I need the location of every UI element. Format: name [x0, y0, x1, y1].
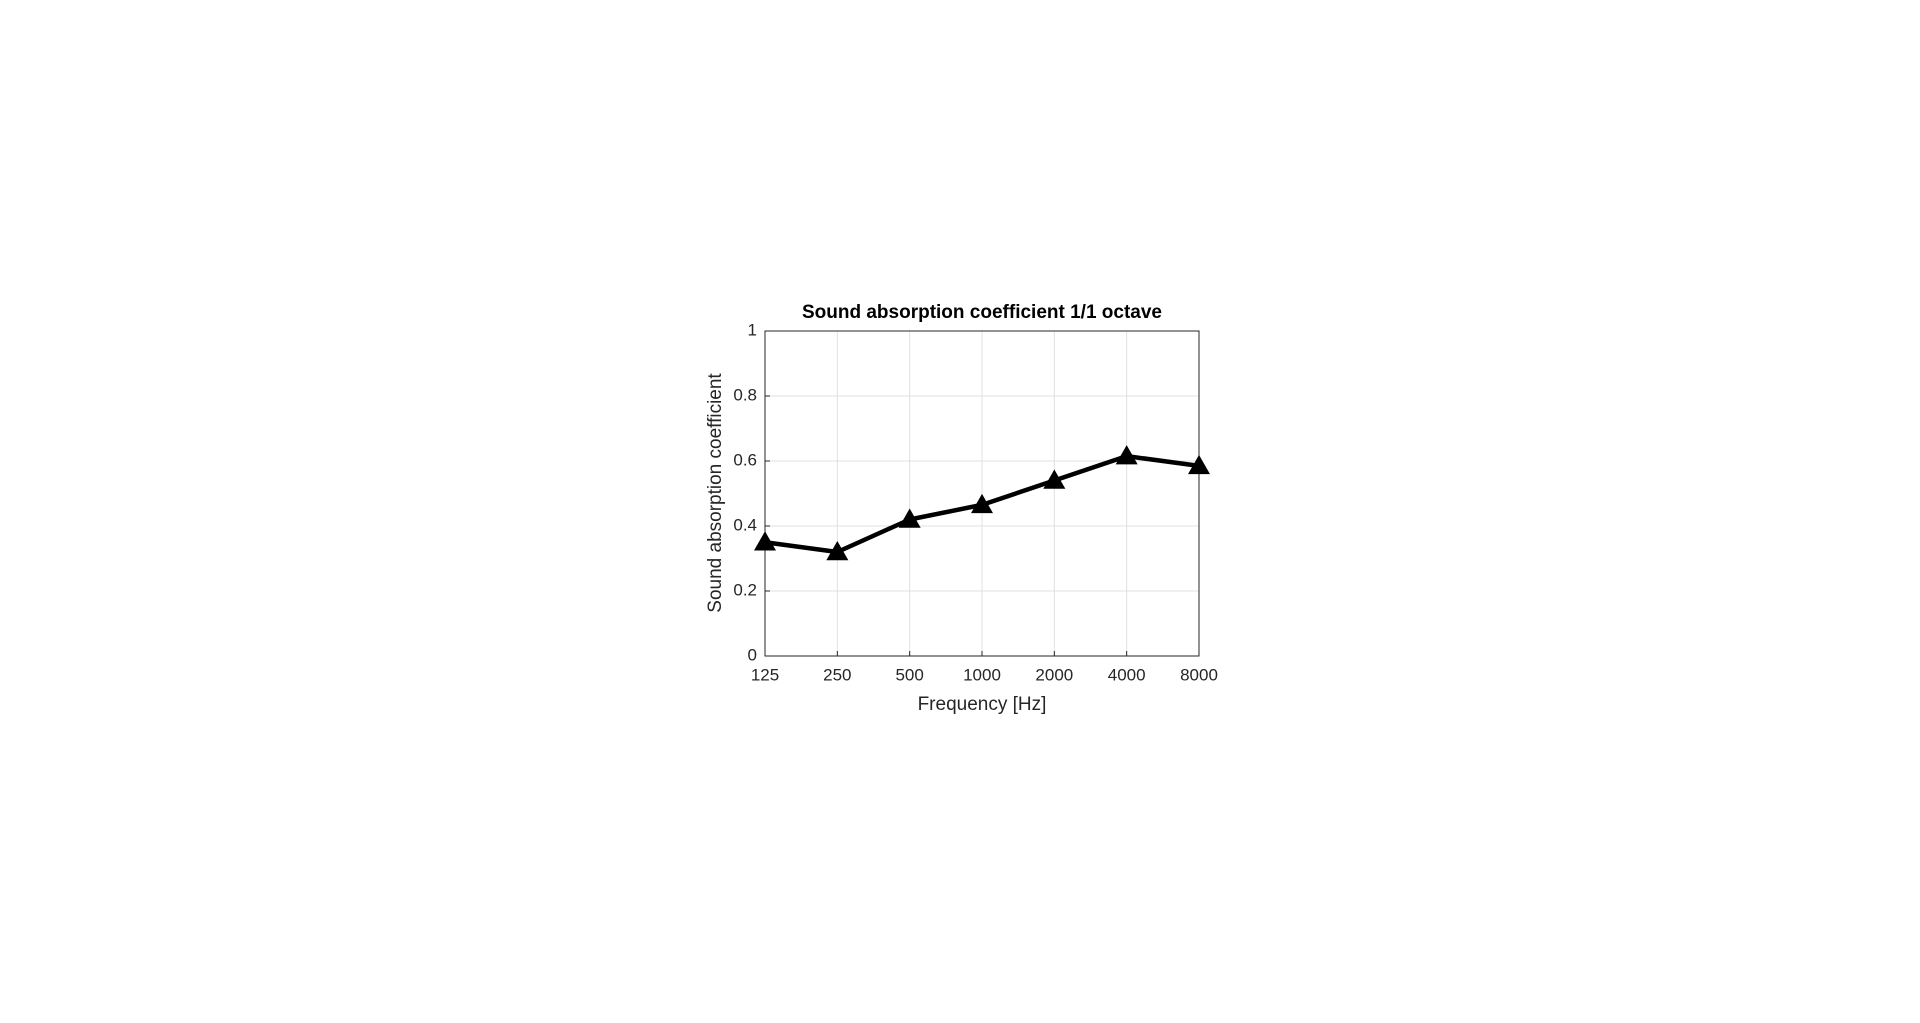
marker [1043, 469, 1066, 489]
x-tick-label: 4000 [1108, 665, 1146, 684]
marker [1115, 445, 1138, 465]
chart-title: Sound absorption coefficient 1/1 octave [802, 302, 1162, 323]
y-tick-label: 0 [748, 645, 757, 664]
x-axis-label: Frequency [Hz] [918, 694, 1047, 715]
x-tick-label: 8000 [1180, 665, 1218, 684]
y-tick-label: 0.4 [733, 515, 757, 534]
y-axis-label: Sound absorption coefficient [705, 373, 726, 613]
marker [1188, 454, 1210, 475]
axes-box [764, 330, 1200, 657]
marker [754, 531, 776, 551]
marker [898, 508, 921, 528]
y-tick-label: 1 [748, 320, 757, 339]
x-tick-label: 250 [823, 665, 851, 684]
marker [826, 541, 849, 561]
y-tick-label: 0.6 [733, 450, 757, 469]
x-tick-label: 125 [751, 665, 779, 684]
x-tick-label: 2000 [1035, 665, 1073, 684]
x-tick-label: 1000 [963, 665, 1001, 684]
x-tick-label: 500 [895, 665, 923, 684]
y-tick-label: 0.2 [733, 580, 757, 599]
marker [971, 493, 993, 514]
y-tick-label: 0.8 [733, 385, 757, 404]
